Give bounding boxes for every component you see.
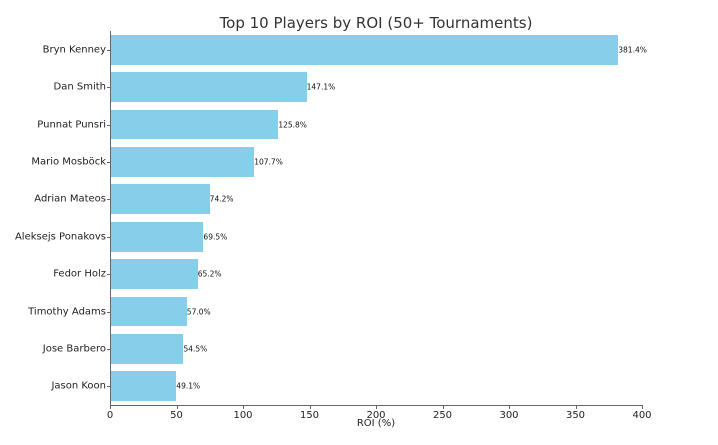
x-tick-label: 350 — [565, 410, 586, 421]
y-tick-mark — [107, 274, 110, 276]
x-tick-mark — [309, 405, 311, 409]
bar-value-label: 107.7% — [254, 157, 283, 167]
x-tick-label: 150 — [299, 410, 320, 421]
y-tick-mark — [107, 311, 110, 313]
bar-value-label: 69.5% — [203, 232, 228, 242]
bar — [111, 34, 619, 65]
y-tick-mark — [107, 87, 110, 89]
x-tick-mark — [176, 405, 178, 409]
y-tick-label: Fedor Holz — [53, 268, 106, 280]
y-tick-label: Jason Koon — [51, 380, 106, 392]
bar — [111, 296, 187, 327]
bar — [111, 333, 184, 364]
y-tick-mark — [107, 124, 110, 126]
bar-value-label: 57.0% — [186, 307, 211, 316]
x-tick-mark — [509, 405, 510, 409]
bar — [111, 146, 255, 177]
y-tick-label: Jose Barbero — [42, 343, 106, 355]
bar — [111, 72, 307, 103]
x-axis-label: ROI (%) — [356, 418, 396, 429]
y-tick-label: Adrian Mateos — [34, 193, 106, 205]
y-tick-label: Dan Smith — [53, 81, 106, 93]
y-tick-mark — [107, 199, 110, 201]
x-tick-label: 0 — [106, 410, 114, 421]
bar-value-label: 125.8% — [278, 120, 307, 129]
x-tick-mark — [243, 405, 244, 409]
x-tick-mark — [376, 405, 377, 409]
x-tick-mark — [575, 405, 577, 409]
y-axis-spine — [110, 31, 111, 405]
x-tick-mark — [642, 405, 643, 409]
y-tick-mark — [107, 49, 110, 51]
bar — [111, 184, 210, 215]
y-tick-label: Punnat Punsri — [37, 119, 106, 130]
x-tick-label: 300 — [499, 410, 519, 421]
bar — [111, 109, 279, 140]
x-tick-mark — [442, 405, 444, 409]
x-tick-label: 50 — [170, 410, 183, 421]
bar-value-label: 147.1% — [306, 82, 336, 92]
chart-title: Top 10 Players by ROI (50+ Tournaments) — [219, 14, 533, 32]
y-tick-label: Bryn Kenney — [42, 44, 106, 56]
y-tick-label: Timothy Adams — [28, 306, 106, 317]
x-tick-label: 100 — [233, 410, 253, 421]
y-tick-mark — [107, 386, 110, 388]
bar — [111, 259, 198, 290]
bar-value-label: 54.5% — [183, 344, 208, 354]
bar-value-label: 381.4% — [618, 45, 647, 55]
x-tick-label: 400 — [632, 410, 652, 421]
x-tick-mark — [110, 405, 111, 409]
bar-value-label: 49.1% — [176, 381, 201, 391]
y-tick-mark — [107, 161, 110, 163]
bar-value-label: 65.2% — [197, 269, 222, 279]
y-tick-label: Mario Mosböck — [31, 156, 106, 168]
x-tick-label: 250 — [432, 410, 453, 421]
bar — [111, 221, 204, 252]
bar-value-label: 74.2% — [209, 194, 234, 204]
bar — [111, 371, 177, 402]
x-tick-label: 200 — [366, 410, 386, 421]
y-tick-mark — [107, 348, 110, 350]
y-tick-mark — [107, 236, 110, 238]
y-tick-label: Aleksejs Ponakovs — [14, 231, 106, 243]
